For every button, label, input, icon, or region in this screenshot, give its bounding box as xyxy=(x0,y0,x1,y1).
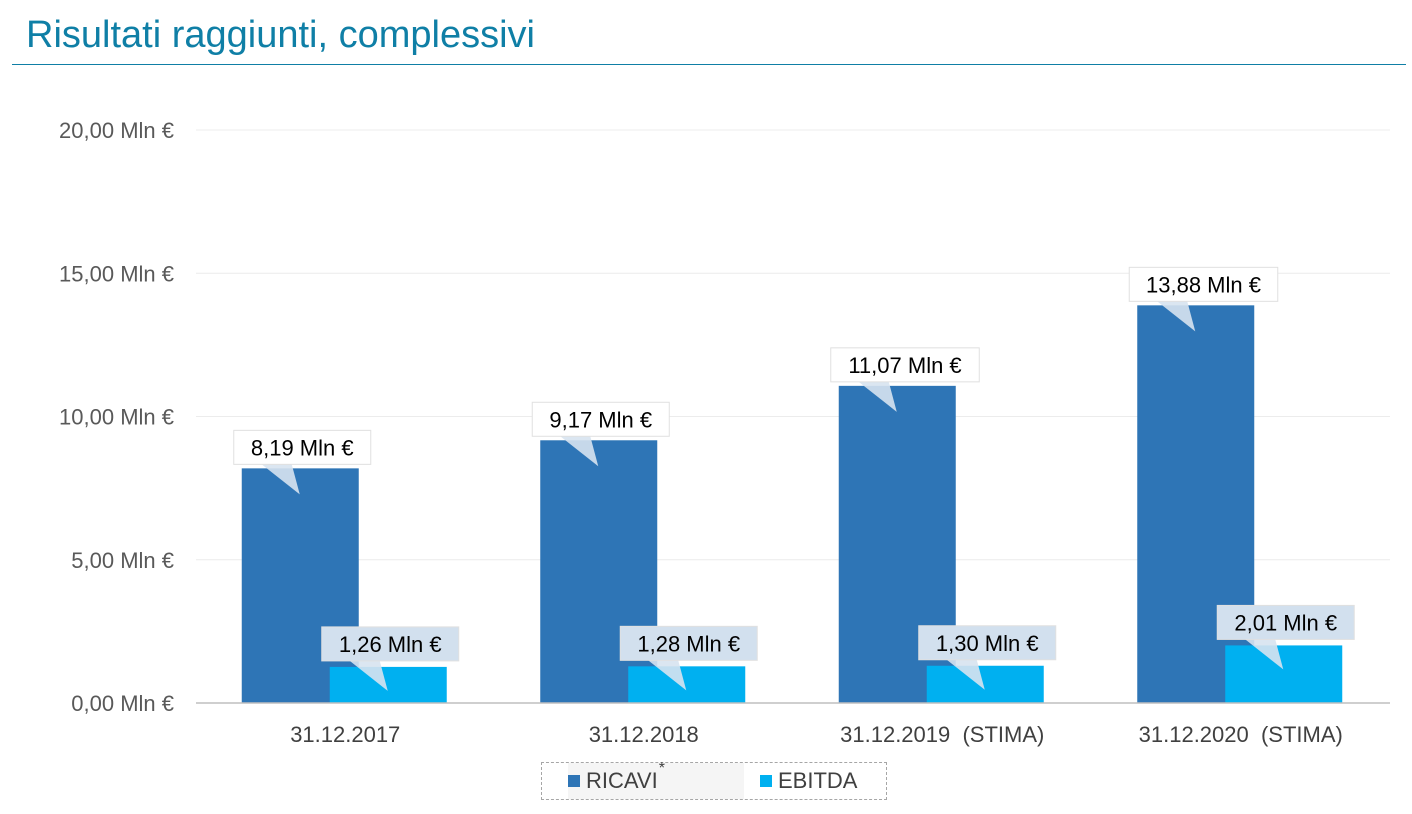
data-label-box xyxy=(233,429,372,465)
legend-footnote-marker: * xyxy=(658,760,665,777)
data-label-box xyxy=(531,401,670,437)
data-label: 11,07 Mln € xyxy=(848,353,961,378)
bar-ebitda xyxy=(1225,645,1343,703)
data-label: 8,19 Mln € xyxy=(251,435,354,460)
legend-label-ebitda: EBITDA xyxy=(778,768,858,793)
bar-ebitda xyxy=(926,665,1044,703)
x-tick-label: 31.12.2019 (STIMA) xyxy=(840,722,1044,747)
title-divider xyxy=(12,64,1406,65)
data-label: 9,17 Mln € xyxy=(549,407,652,432)
data-label-pointer xyxy=(560,436,599,467)
legend-swatch-ebitda xyxy=(760,775,772,787)
bar-ricavi xyxy=(540,440,658,703)
data-label: 2,01 Mln € xyxy=(1234,610,1337,635)
data-label-pointer xyxy=(349,660,388,691)
data-label-box xyxy=(321,626,460,662)
page-title: Risultati raggiunti, complessivi xyxy=(26,14,535,56)
y-tick-label: 20,00 Mln € xyxy=(59,118,174,143)
data-label: 1,30 Mln € xyxy=(936,631,1039,656)
bar-ricavi xyxy=(1137,305,1255,703)
legend-item-ebitda: EBITDA xyxy=(760,763,857,799)
legend-label-ricavi: RICAVI xyxy=(586,768,658,793)
data-label-pointer xyxy=(1157,301,1196,332)
data-label: 13,88 Mln € xyxy=(1146,272,1261,297)
x-tick-label: 31.12.2020 (STIMA) xyxy=(1139,722,1343,747)
data-label: 1,28 Mln € xyxy=(637,631,740,656)
bar-ebitda xyxy=(628,666,746,703)
data-label-box xyxy=(830,347,980,383)
data-label-box xyxy=(1128,266,1279,302)
y-tick-label: 15,00 Mln € xyxy=(59,261,174,286)
data-label-pointer xyxy=(648,660,687,691)
data-label-pointer xyxy=(261,464,300,495)
data-label-pointer xyxy=(1245,639,1284,670)
data-label-box xyxy=(619,625,758,661)
bar-ricavi xyxy=(241,468,359,703)
legend-item-ricavi: RICAVI * xyxy=(568,760,744,799)
y-tick-label: 10,00 Mln € xyxy=(59,405,174,430)
data-label: 1,26 Mln € xyxy=(339,632,442,657)
data-label-box xyxy=(918,625,1057,661)
chart-legend: RICAVI * EBITDA xyxy=(541,760,887,800)
x-tick-label: 31.12.2018 xyxy=(589,722,699,747)
x-tick-label: 31.12.2017 xyxy=(290,722,400,747)
bar-ebitda xyxy=(329,666,447,703)
legend-swatch-ricavi xyxy=(568,775,580,787)
data-label-pointer xyxy=(946,659,985,690)
y-tick-label: 5,00 Mln € xyxy=(71,548,174,573)
data-label-box xyxy=(1216,604,1355,640)
y-tick-label: 0,00 Mln € xyxy=(71,691,174,716)
data-label-pointer xyxy=(858,381,897,412)
